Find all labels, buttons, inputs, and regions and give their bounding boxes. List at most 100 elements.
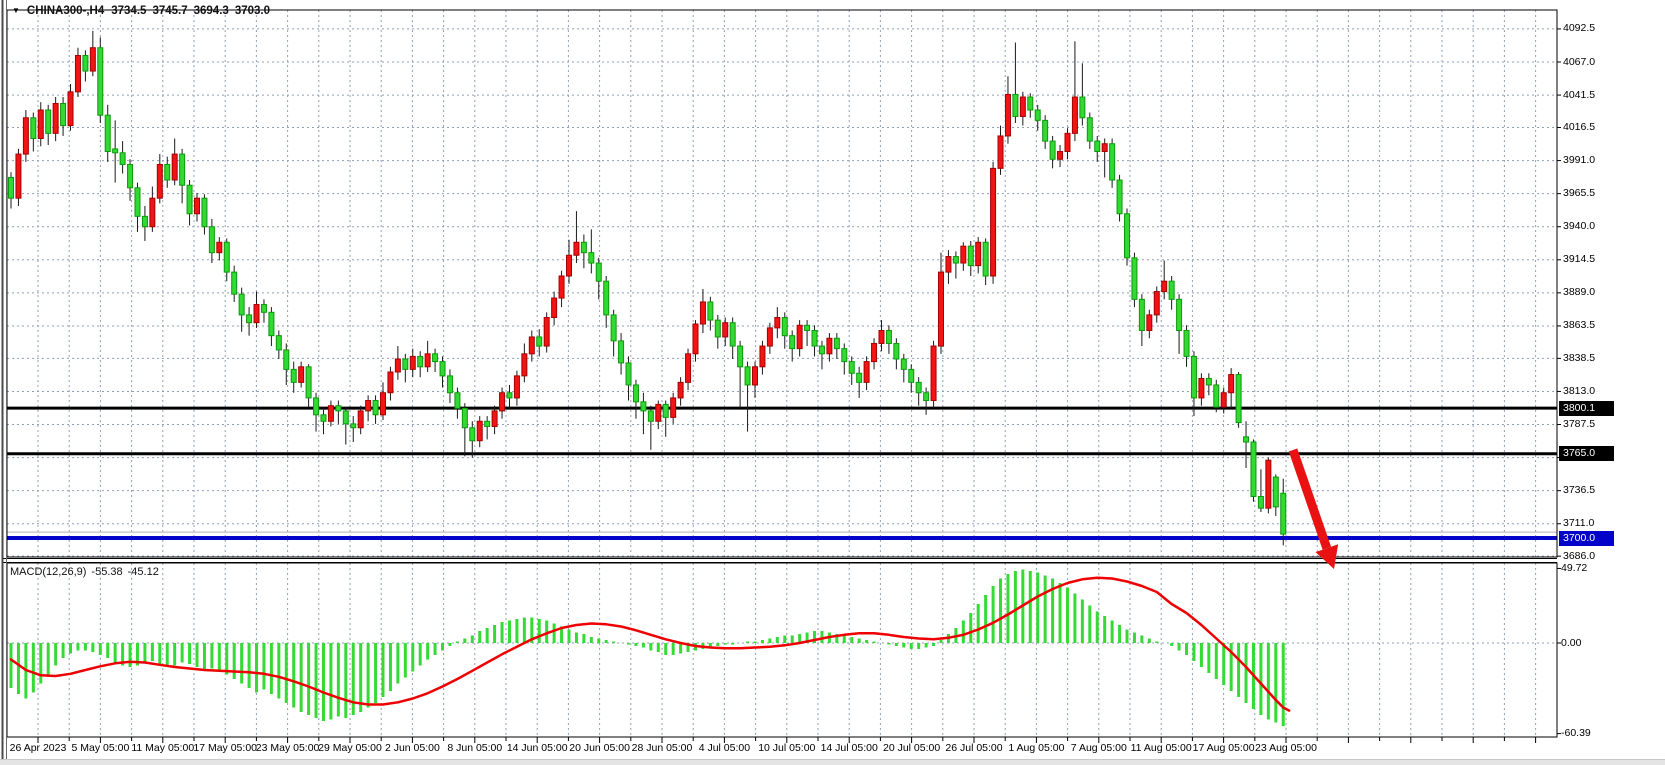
symbol-dropdown-icon[interactable]: ▼ bbox=[12, 6, 20, 15]
candle bbox=[699, 288, 706, 334]
candle bbox=[848, 356, 855, 385]
candle bbox=[327, 400, 334, 427]
candle bbox=[283, 343, 290, 385]
candle bbox=[1146, 309, 1153, 339]
candle bbox=[1138, 294, 1145, 347]
candle bbox=[856, 366, 863, 398]
candle bbox=[1027, 93, 1034, 118]
time-axis-label: 17 Aug 05:00 bbox=[1192, 742, 1255, 754]
candle bbox=[647, 405, 654, 450]
price-axis-label: 4067.0 bbox=[1563, 55, 1596, 68]
candle bbox=[1101, 138, 1108, 178]
candle bbox=[1042, 115, 1049, 149]
macd-indicator-label: MACD(12,26,9) -55.38 -45.12 bbox=[10, 566, 159, 578]
price-level-badge-3700: 3700.0 bbox=[1559, 530, 1614, 546]
candle bbox=[97, 37, 104, 123]
candle bbox=[833, 333, 840, 360]
candle bbox=[1004, 76, 1011, 144]
price-level-badge-3765: 3765.0 bbox=[1559, 446, 1614, 462]
candle bbox=[491, 405, 498, 435]
candle bbox=[305, 364, 312, 409]
candle bbox=[1079, 63, 1086, 126]
candle bbox=[216, 237, 223, 261]
candle bbox=[990, 161, 997, 284]
candle bbox=[30, 112, 37, 152]
candle bbox=[625, 356, 632, 401]
candle bbox=[1153, 286, 1160, 323]
time-axis-label: 5 May 05:00 bbox=[71, 742, 130, 754]
macd-axis-label: 0.00 bbox=[1561, 636, 1582, 649]
candle bbox=[1280, 478, 1287, 546]
candle bbox=[246, 307, 253, 336]
candle bbox=[1257, 469, 1264, 513]
candle bbox=[1116, 174, 1123, 222]
candle bbox=[1034, 104, 1041, 131]
trend-arrow bbox=[1288, 448, 1339, 569]
price-axis-label: 3940.0 bbox=[1563, 220, 1596, 233]
candle bbox=[945, 250, 952, 284]
window-bottom-edge bbox=[0, 759, 1665, 765]
candle bbox=[253, 291, 260, 328]
candle bbox=[536, 329, 543, 357]
candle bbox=[201, 194, 208, 235]
price-axis-label: 4092.5 bbox=[1563, 22, 1596, 35]
candle bbox=[1049, 135, 1056, 169]
candle bbox=[766, 322, 773, 354]
candle bbox=[238, 287, 245, 332]
candle bbox=[804, 320, 811, 347]
price-axis-label: 3889.0 bbox=[1563, 286, 1596, 299]
candle bbox=[729, 317, 736, 360]
candle bbox=[357, 405, 364, 435]
candle bbox=[677, 377, 684, 406]
candle bbox=[1183, 325, 1190, 367]
candle bbox=[22, 109, 29, 162]
candle bbox=[15, 148, 22, 206]
time-axis-label: 14 Jun 05:00 bbox=[506, 742, 568, 754]
macd-name: MACD(12,26,9) bbox=[10, 566, 87, 578]
candle bbox=[692, 320, 699, 362]
candle bbox=[446, 369, 453, 404]
candle bbox=[313, 392, 320, 432]
candle bbox=[982, 238, 989, 286]
time-axis-label: 11 May 05:00 bbox=[131, 742, 195, 754]
candle bbox=[640, 392, 647, 435]
candle bbox=[298, 361, 305, 388]
candle bbox=[1213, 379, 1220, 413]
candle bbox=[134, 182, 141, 232]
candle bbox=[752, 361, 758, 398]
candle bbox=[618, 333, 625, 375]
candle bbox=[707, 296, 714, 331]
candle bbox=[402, 353, 409, 383]
level-lines-layer bbox=[7, 406, 1557, 540]
candle bbox=[714, 314, 721, 349]
price-axis-label: 3838.5 bbox=[1563, 351, 1596, 364]
candle bbox=[908, 364, 915, 393]
candle bbox=[603, 276, 610, 328]
candle bbox=[826, 333, 833, 362]
candle bbox=[350, 416, 357, 443]
candle bbox=[394, 346, 401, 380]
candle bbox=[60, 97, 67, 136]
macd-axis-label: -60.39 bbox=[1561, 727, 1591, 740]
candle bbox=[1168, 276, 1175, 310]
time-axis-label: 26 Jul 05:00 bbox=[945, 742, 1003, 754]
candle bbox=[595, 257, 602, 300]
candle bbox=[521, 343, 528, 383]
candle bbox=[566, 239, 572, 284]
candle bbox=[1086, 112, 1093, 149]
panel-frame-layer bbox=[1, 0, 1561, 759]
macd-signal-line bbox=[9, 576, 1291, 712]
candle bbox=[975, 237, 982, 274]
candle bbox=[796, 320, 803, 357]
price-axis-label: 3787.5 bbox=[1563, 418, 1596, 430]
candle bbox=[915, 377, 922, 406]
candle bbox=[164, 156, 171, 188]
time-axis-label: 28 Jun 05:00 bbox=[631, 742, 693, 754]
candle bbox=[841, 343, 848, 375]
candle bbox=[1124, 208, 1130, 266]
candle bbox=[893, 338, 900, 370]
candle bbox=[1235, 371, 1242, 428]
candle bbox=[409, 348, 416, 378]
